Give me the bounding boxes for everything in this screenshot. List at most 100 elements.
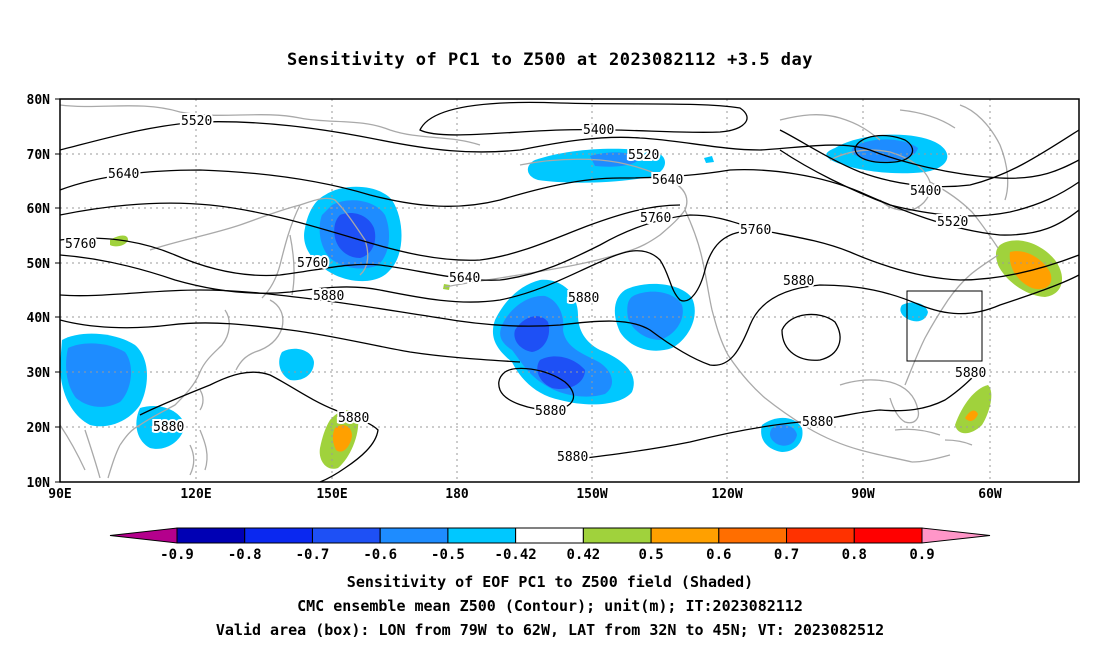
coast-gulf-mexico (839, 379, 920, 424)
shade-negative-westpac-core (514, 316, 550, 352)
contour-label: 5880 (802, 415, 833, 430)
contour-label: 5880 (955, 366, 986, 381)
lon-labels: 90E 120E 150E 180 150W 120W 90W 60W (48, 487, 1002, 502)
coast-siberia-arctic (60, 104, 481, 146)
contour-5880-a (60, 274, 1079, 366)
coast-central-america (807, 427, 951, 463)
contour-labels: 5520 5400 5520 5640 5640 5760 5760 5760 … (63, 112, 988, 467)
contour-label: 5880 (568, 291, 599, 306)
coast-indochina (84, 429, 121, 479)
colorbar-label: 0.6 (706, 547, 731, 563)
coast-aleutians (444, 264, 576, 288)
colorbar-label: -0.9 (160, 547, 194, 563)
contour-5760-a (60, 214, 1079, 281)
colorbar-cell (582, 527, 652, 544)
contour-5400-east (779, 129, 1079, 188)
colorbar-cell (379, 527, 449, 544)
contour-label: 5880 (535, 404, 566, 419)
colorbar-cell (853, 527, 923, 544)
contour-label: 5880 (338, 411, 369, 426)
contour-5520-east (779, 149, 1079, 217)
shade-negative-scs (136, 405, 185, 449)
plot-frame (59, 98, 1080, 483)
lat-ticks (55, 98, 60, 483)
contour-5640-a (60, 169, 1079, 236)
map-title: Sensitivity of PC1 to Z500 at 2023082112… (286, 50, 813, 70)
footer-valid-area-caption: Valid area (box): LON from 79W to 62W, L… (215, 621, 885, 639)
footer-contour-caption: CMC ensemble mean Z500 (Contour); unit(m… (297, 597, 803, 615)
contour-label: 5640 (449, 271, 480, 286)
valid-area-box (906, 290, 983, 362)
colorbar: -0.9 -0.8 -0.7 -0.6 -0.5 -0.42 0.42 0.5 0.6 0.7 0.… (109, 527, 991, 563)
coastlines (60, 104, 1009, 479)
lon-label: 60W (978, 487, 1002, 502)
contour-5400-top (419, 101, 748, 136)
contour-label: 5400 (583, 123, 614, 138)
contour-5760-b (60, 231, 741, 303)
lat-label: 70N (27, 148, 51, 163)
shade-positive-siberia (110, 235, 128, 247)
coast-philippines (189, 429, 208, 476)
colorbar-label: 0.42 (567, 547, 601, 563)
shade-positive-philippine-sea-core (332, 425, 352, 452)
contour-5880-china (139, 371, 379, 482)
colorbar-label: -0.6 (363, 547, 397, 563)
contour-label: 5880 (557, 450, 588, 465)
shade-negative-hudson-small (704, 156, 714, 163)
shade-negative-epac-core (769, 424, 797, 446)
coast-greenland (959, 104, 1009, 201)
colorbar-label: -0.7 (296, 547, 330, 563)
contour-label: 5760 (65, 237, 96, 252)
contour-label: 5520 (628, 148, 659, 163)
contour-label: 5760 (640, 211, 671, 226)
colorbar-label: -0.5 (431, 547, 465, 563)
contour-label: 5880 (783, 274, 814, 289)
coast-korea-china (119, 309, 230, 446)
coast-taiwan (199, 389, 204, 411)
lat-labels: 80N 70N 60N 50N 40N 30N 20N 10N (27, 93, 51, 491)
contour-label: 5880 (313, 289, 344, 304)
colorbar-high-triangle (921, 527, 991, 544)
lon-label: 180 (445, 487, 469, 502)
contour-label: 5520 (181, 114, 212, 129)
contour-5880-na-high (781, 313, 841, 361)
shade-negative-goa-core (627, 291, 683, 340)
colorbar-label: 0.7 (774, 547, 799, 563)
lon-label: 120E (180, 487, 211, 502)
contour-label: 5760 (297, 256, 328, 271)
contour-label: 5760 (740, 223, 771, 238)
coast-sakhalin (289, 234, 295, 296)
contour-5400-hudson (854, 134, 914, 164)
coast-india-bay (60, 424, 86, 471)
colorbar-cell (244, 527, 313, 544)
shade-negative-validbox (900, 302, 928, 322)
colorbar-label: -0.8 (228, 547, 262, 563)
lat-label: 30N (27, 366, 51, 381)
colorbar-cell (786, 527, 855, 544)
coast-na-west (684, 209, 809, 429)
colorbar-cell (718, 527, 788, 544)
lat-label: 20N (27, 421, 51, 436)
coast-cuba (894, 428, 941, 436)
lon-label: 90E (48, 487, 71, 502)
contour-label: 5400 (910, 184, 941, 199)
shade-negative-bering-core (590, 152, 640, 167)
colorbar-label: 0.9 (909, 547, 934, 563)
colorbar-low-triangle (109, 527, 178, 544)
lon-label: 120W (711, 487, 742, 502)
contour-label: 5520 (937, 215, 968, 230)
contour-5520-west (60, 121, 1079, 179)
contour-5880-pacific-high (498, 367, 575, 411)
lat-label: 40N (27, 311, 51, 326)
lat-label: 80N (27, 93, 51, 108)
shade-positive-caribbean (955, 385, 992, 434)
coast-us-east (904, 254, 999, 386)
lon-label: 150E (316, 487, 347, 502)
lat-label: 60N (27, 202, 51, 217)
colorbar-label: 0.8 (842, 547, 867, 563)
colorbar-cell (447, 527, 517, 544)
colorbar-label: 0.5 (638, 547, 663, 563)
coast-hispaniola (944, 439, 973, 446)
lon-label: 90W (851, 487, 875, 502)
contour-label: 5880 (153, 420, 184, 435)
